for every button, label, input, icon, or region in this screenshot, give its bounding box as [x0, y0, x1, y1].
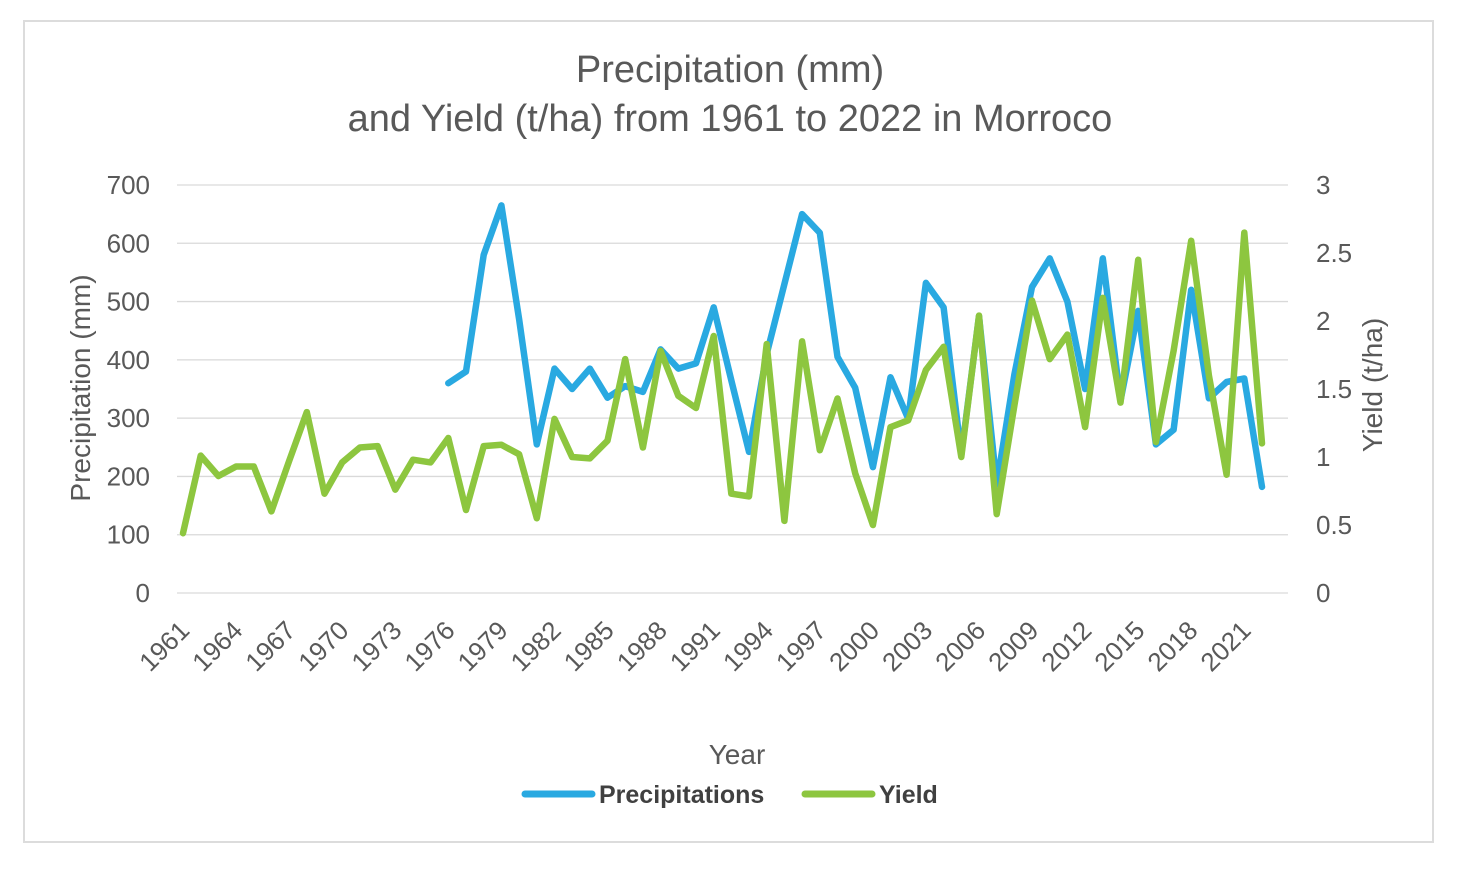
y-left-tick-label: 700 [107, 170, 150, 200]
chart-title-line-1: Precipitation (mm) [575, 49, 885, 91]
y-left-axis-title: Precipitation (mm) [65, 274, 96, 501]
y-right-axis-title: Yield (t/ha) [1357, 318, 1388, 452]
y-left-tick-label: 200 [107, 461, 150, 491]
x-tick-label: 1997 [770, 615, 832, 677]
chart-title: Precipitation (mm) and Yield (t/ha) from… [0, 46, 1460, 144]
x-tick-label: 2012 [1035, 615, 1097, 677]
y-left-tick-label: 100 [107, 520, 150, 550]
x-tick-label: 1967 [239, 615, 301, 677]
x-tick-label: 1976 [398, 615, 460, 677]
yield-line [179, 229, 1266, 537]
x-axis-title: Year [709, 739, 766, 770]
y-right-tick-label: 2.5 [1316, 238, 1352, 268]
y-right-tick-label: 0 [1316, 578, 1330, 608]
y-right-tick-label: 3 [1316, 170, 1330, 200]
x-tick-label: 1970 [292, 615, 354, 677]
y-left-tick-label: 500 [107, 287, 150, 317]
x-tick-label: 1994 [717, 615, 779, 677]
y-left-tick-label: 400 [107, 345, 150, 375]
chart-frame [23, 20, 1434, 843]
y-right-tick-label: 1.5 [1316, 374, 1352, 404]
y-left-tick-label: 300 [107, 403, 150, 433]
chart-title-line-2: and Yield (t/ha) from 1961 to 2022 in Mo… [347, 98, 1113, 140]
x-tick-label: 2015 [1088, 615, 1150, 677]
legend-label-precipitations: Precipitations [599, 781, 764, 809]
x-tick-label: 1991 [664, 615, 726, 677]
x-tick-label: 2018 [1141, 615, 1203, 677]
y-left-tick-label: 0 [136, 578, 150, 608]
y-right-tick-label: 1 [1316, 442, 1330, 472]
y-left-tick-label: 600 [107, 228, 150, 258]
x-tick-label: 1961 [133, 615, 195, 677]
legend-label-yield: Yield [879, 781, 938, 809]
x-tick-label: 2021 [1194, 615, 1256, 677]
x-tick-label: 1973 [345, 615, 407, 677]
x-tick-label: 1985 [558, 615, 620, 677]
x-tick-label: 1988 [611, 615, 673, 677]
x-tick-label: 1982 [505, 615, 567, 677]
x-tick-label: 2006 [929, 615, 991, 677]
x-tick-label: 2009 [982, 615, 1044, 677]
precipitations-line [445, 202, 1266, 491]
x-tick-label: 2003 [876, 615, 938, 677]
y-right-tick-label: 2 [1316, 306, 1330, 336]
y-right-tick-label: 0.5 [1316, 510, 1352, 540]
x-tick-label: 1964 [186, 615, 248, 677]
x-tick-label: 1979 [452, 615, 514, 677]
x-tick-label: 2000 [823, 615, 885, 677]
